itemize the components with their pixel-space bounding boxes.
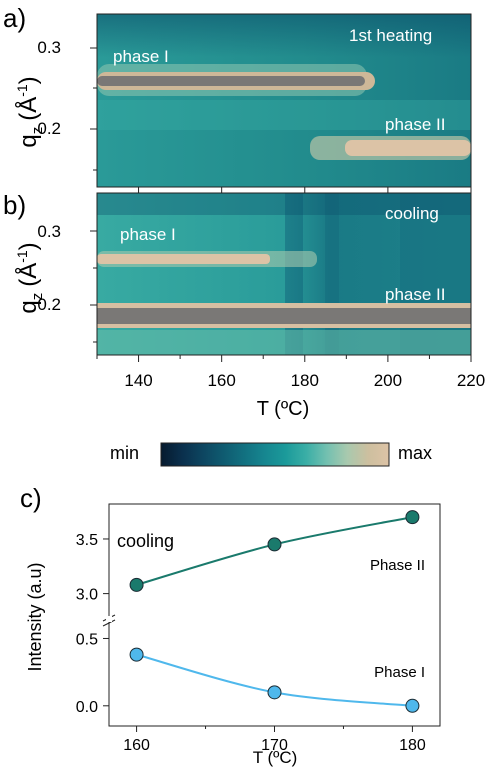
map-b-ytick-label: 0.3 [37,222,61,241]
colorbar-swatch [160,442,390,467]
panel-a-map: phase I phase II 1st heating [96,13,472,188]
colorbar: min max [110,442,432,467]
map-b-top-shade [97,193,471,215]
map-b-y-axis-title: qz(Å-1) [14,242,46,313]
panel-c-letter: c) [20,483,42,513]
plot-c-annotation: cooling [117,531,174,551]
map-b-frame [96,192,472,356]
map-a-y-axis-title: qz(Å-1) [14,76,46,147]
map-a-phase2-band [345,140,471,156]
map-xtick-label: 160 [207,371,235,390]
map-b-bottom-band [97,330,471,355]
panel-a-letter: a) [3,3,26,33]
plot-c-xtick-label: 170 [261,737,288,754]
data-point-phase-i [267,685,282,700]
map-xtick-label: 180 [291,371,319,390]
colorbar-min-label: min [110,443,139,463]
map-a-phase1-label: phase I [113,47,169,66]
plot-c: 3.0 3.5 0.0 0.5 160 170 180 [76,510,426,754]
map-a-y-axis: 0.3 0.2 [37,38,97,171]
data-point-phase-ii [129,577,144,592]
map-b-ytick-label: 0.2 [37,295,61,314]
map-b-annotation: cooling [385,204,439,223]
plot-c-xtick-label: 180 [399,737,426,754]
map-a-mid-band [97,100,471,130]
map-xtick-label: 140 [124,371,152,390]
map-x-axis-title: T (ºC) [257,398,309,420]
panel-b-letter: b) [3,190,26,220]
panel-b-map: phase I phase II cooling [96,192,472,356]
colorbar-max-label: max [398,443,432,463]
map-a-frame [96,13,472,188]
map-b-phase1-label: phase I [120,225,176,244]
map-a-annotation: 1st heating [349,26,432,45]
map-b-phase2-band [97,308,471,324]
axis-break-mark [102,619,116,627]
map-a-ytick-label: 0.3 [37,38,61,57]
map-a-ytick-label: 0.2 [37,119,61,138]
plot-c-ytick-label: 0.5 [76,631,98,648]
series-label-phase1: Phase I [374,664,425,681]
data-point-phase-ii [405,510,420,525]
plot-c-ytick-label: 3.0 [76,587,98,604]
data-point-phase-ii [267,537,282,552]
plot-c-ytick-label: 0.0 [76,699,98,716]
map-b-phase1-band [97,254,270,264]
map-b-phase2-label: phase II [385,285,446,304]
map-a-phase2-label: phase II [385,115,446,134]
map-xtick-label: 200 [374,371,402,390]
map-b-y-axis: 0.3 0.2 [37,222,97,343]
data-point-phase-i [405,698,420,713]
data-point-phase-i [129,647,144,662]
panel-b: b) phase I phase II cooling 0.3 0.2 qz(Å… [3,187,485,420]
panel-a: a) phase I phase II 1st heating 0.3 0.2 … [3,3,472,188]
plot-c-xtick-label: 160 [123,737,150,754]
plot-c-y-axis-title: Intensity (a.u) [25,562,45,671]
panel-c: c) cooling Phase II Phase I 3.0 3.5 0.0 0.5… [20,483,441,767]
map-b-x-axis: 140 160 180 200 220 [96,187,485,390]
map-xtick-label: 220 [457,371,485,390]
plot-c-ytick-label: 3.5 [76,532,98,549]
plot-c-x-axis-title: T (ºC) [253,748,298,767]
axis-break-gap [106,616,112,622]
map-a-phase1-band [97,76,365,86]
series-label-phase2: Phase II [370,557,425,574]
